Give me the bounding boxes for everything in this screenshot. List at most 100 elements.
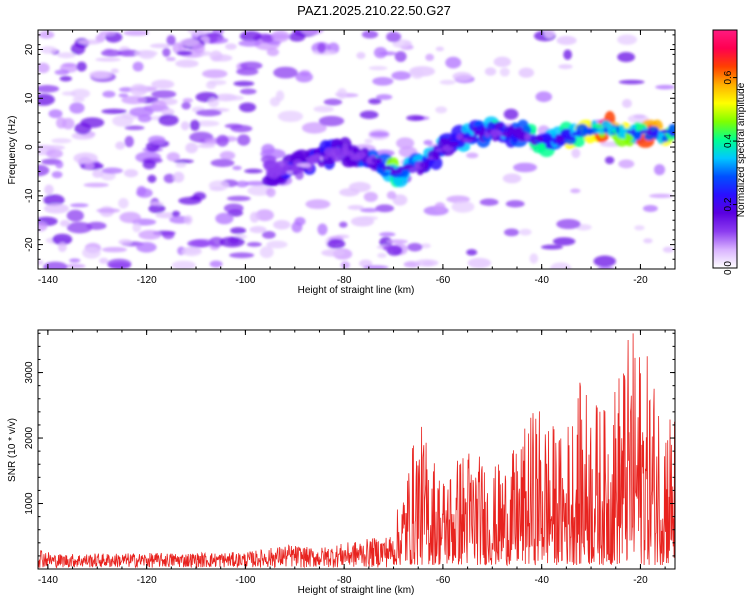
heatmap-cell <box>339 221 348 228</box>
heatmap-cell <box>166 35 176 46</box>
heatmap-cell <box>212 54 233 62</box>
heatmap-cell <box>541 244 563 250</box>
heatmap-cell <box>121 95 147 105</box>
heatmap-cell <box>376 162 385 169</box>
heatmap-cell <box>482 134 493 142</box>
heatmap-cell <box>565 136 576 141</box>
heatmap-cell <box>129 107 154 117</box>
x-tick-label: -100 <box>235 575 255 586</box>
heatmap-cell <box>118 239 133 245</box>
colorbar: 0.0 0.2 0.4 0.6 Normalized spectral amplitu… <box>712 29 747 275</box>
x-tick-label: -80 <box>337 575 352 586</box>
heatmap-cell <box>71 132 95 140</box>
heatmap-cell <box>386 165 392 171</box>
heatmap-cell <box>319 156 324 161</box>
x-tick-label: -60 <box>436 275 451 286</box>
heatmap-cell <box>490 129 501 137</box>
x-tick-label: -20 <box>633 275 648 286</box>
heatmap-cell <box>429 156 443 170</box>
x-tick-label: -40 <box>534 575 549 586</box>
heatmap-cell <box>466 136 477 141</box>
heatmap-cell <box>552 237 576 246</box>
heatmap-cell <box>363 156 367 164</box>
heatmap-cell <box>358 215 379 221</box>
spectrogram-y-ticks: -20 -10 0 10 20 <box>24 34 675 270</box>
heatmap-cell <box>43 261 68 269</box>
heatmap-cell <box>101 49 122 57</box>
y-tick-label: -20 <box>24 237 35 252</box>
heatmap-cell <box>110 68 119 74</box>
heatmap-cell <box>249 226 267 234</box>
heatmap-cell <box>202 69 228 79</box>
heatmap-cell <box>432 151 440 160</box>
heatmap-cell <box>200 50 212 56</box>
heatmap-cell <box>151 79 175 89</box>
heatmap-cell <box>229 252 255 259</box>
y-tick-label: 1000 <box>24 492 35 515</box>
heatmap-cell <box>101 246 127 253</box>
heatmap-cell <box>223 203 244 213</box>
heatmap-cell <box>151 100 167 111</box>
heatmap-cell <box>655 84 675 90</box>
heatmap-cell <box>178 196 202 205</box>
heatmap-cell <box>371 157 383 164</box>
heatmap-cell <box>161 108 175 117</box>
heatmap-cell <box>38 85 60 93</box>
heatmap-cell <box>239 102 257 113</box>
colorbar-tick-label: 0.2 <box>723 197 734 211</box>
heatmap-cell <box>273 66 298 79</box>
heatmap-cell <box>207 97 219 108</box>
heatmap-cell <box>519 228 532 236</box>
heatmap-cell <box>99 257 109 264</box>
heatmap-cell <box>101 167 124 174</box>
heatmap-cell <box>266 240 288 249</box>
heatmap-cell <box>481 126 486 132</box>
heatmap-cell <box>209 186 225 192</box>
heatmap-cell <box>46 148 64 159</box>
heatmap-cell <box>386 239 408 244</box>
heatmap-cell <box>379 236 393 248</box>
heatmap-cell <box>70 88 91 99</box>
heatmap-cell <box>634 225 645 231</box>
heatmap-cell <box>570 188 581 194</box>
heatmap-cell <box>439 79 456 85</box>
heatmap-cell <box>261 34 274 43</box>
heatmap-cell <box>474 130 485 136</box>
heatmap-cell <box>327 238 346 249</box>
heatmap-cell <box>368 66 388 71</box>
heatmap-cell <box>361 30 379 39</box>
heatmap-cell <box>101 108 127 115</box>
heatmap-cell <box>452 71 473 81</box>
heatmap-cell <box>593 255 616 267</box>
heatmap-cell <box>163 173 176 184</box>
heatmap-cell <box>180 121 190 131</box>
heatmap-cell <box>347 204 365 210</box>
heatmap-cell <box>288 167 299 172</box>
heatmap-cell <box>187 239 211 248</box>
heatmap-cell <box>209 260 223 268</box>
y-tick-label: 2000 <box>24 426 35 449</box>
heatmap-cell <box>151 90 177 99</box>
snr-panel: -140 -120 -100 -80 -60 -40 -20 1000 2000 3000 He… <box>7 329 676 596</box>
heatmap-cell <box>244 180 268 186</box>
heatmap-cell <box>318 115 345 127</box>
heatmap-cell <box>386 31 402 43</box>
heatmap-cell <box>77 39 102 45</box>
heatmap-cell <box>340 261 351 269</box>
heatmap-cell <box>419 161 429 169</box>
heatmap-cell <box>66 221 93 234</box>
heatmap-cell <box>618 124 625 130</box>
heatmap-cell <box>136 185 147 196</box>
heatmap-cell <box>175 162 187 168</box>
heatmap-cell <box>383 164 387 172</box>
heatmap-cell <box>255 209 274 222</box>
heatmap-cell <box>147 174 157 183</box>
heatmap-cell <box>618 159 635 169</box>
heatmap-cell <box>375 94 393 100</box>
heatmap-cell <box>225 43 237 50</box>
heatmap-cell <box>233 80 255 87</box>
heatmap-cell <box>626 130 633 134</box>
heatmap-cell <box>410 68 424 79</box>
heatmap-cell <box>584 126 588 134</box>
heatmap-cell <box>76 61 87 72</box>
